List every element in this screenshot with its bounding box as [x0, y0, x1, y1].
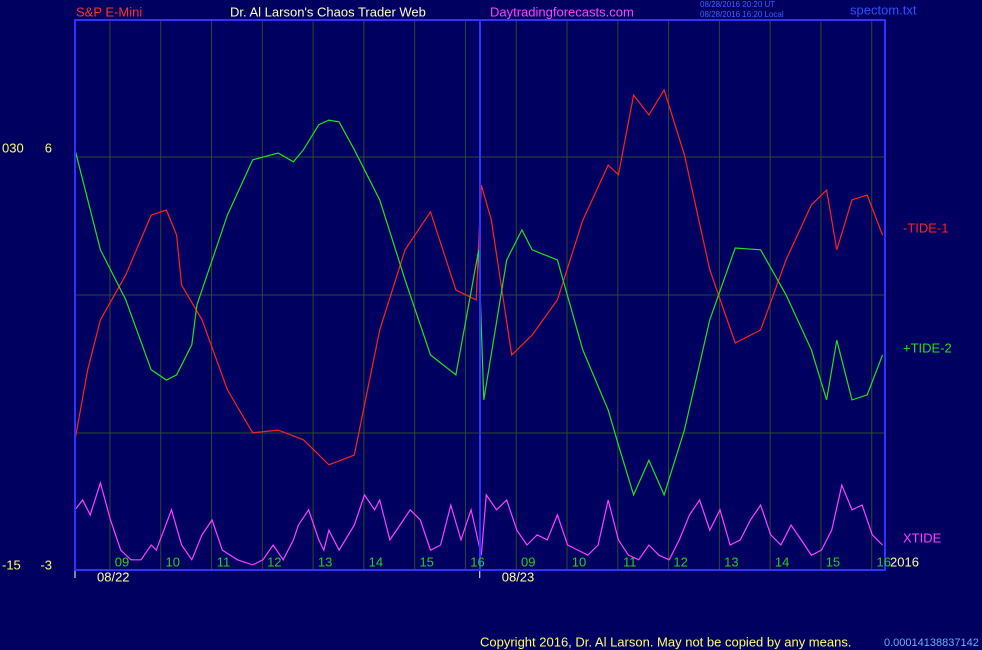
copyright: Copyright 2016, Dr. Al Larson. May not b… [480, 634, 851, 649]
x-tick-label: 11 [217, 554, 231, 569]
x-tick-label: 11 [623, 554, 637, 569]
plot [74, 88, 884, 566]
y2-tick-label: -15 [2, 557, 21, 572]
series-line [74, 119, 884, 497]
legend-label: XTIDE [903, 530, 942, 545]
y-tick-label: 6 [45, 140, 52, 155]
code: 0.00014138837142 [884, 637, 979, 649]
x-tick-label: 12 [267, 554, 281, 569]
x-tick-label: 16 [876, 554, 890, 569]
series-line [74, 480, 883, 566]
legend-label: +TIDE-2 [903, 340, 952, 355]
series-line [74, 88, 884, 466]
x-tick-label: 13 [318, 554, 332, 569]
y2-tick-label: 030 [2, 140, 24, 155]
site-url: Daytradingforecasts.com [490, 4, 634, 19]
time-local: 08/28/2016 16:20 Local [700, 10, 784, 19]
y-tick-label: -3 [40, 557, 52, 572]
x-tick-label: 10 [166, 554, 180, 569]
date-label: 08/23 [502, 569, 535, 584]
x-tick-label: 10 [572, 554, 586, 569]
x-tick-label: 15 [826, 554, 840, 569]
x-tick-label: 13 [724, 554, 738, 569]
x-tick-label: 09 [521, 554, 535, 569]
legend-label: -TIDE-1 [903, 220, 949, 235]
x-tick-label: 09 [115, 554, 129, 569]
x-tick-label: 14 [775, 554, 789, 569]
x-tick-label: 14 [369, 554, 383, 569]
year-label: 2016 [890, 554, 919, 569]
date-label: 08/22 [97, 569, 130, 584]
file-name: spectom.txt [850, 2, 917, 17]
x-tick-label: 16 [470, 554, 484, 569]
x-tick-label: 15 [419, 554, 433, 569]
time-ut: 08/28/2016 20:20 UT [700, 0, 775, 9]
symbol: S&P E-Mini [76, 4, 142, 19]
x-tick-label: 12 [673, 554, 687, 569]
site-title: Dr. Al Larson's Chaos Trader Web [230, 4, 426, 19]
